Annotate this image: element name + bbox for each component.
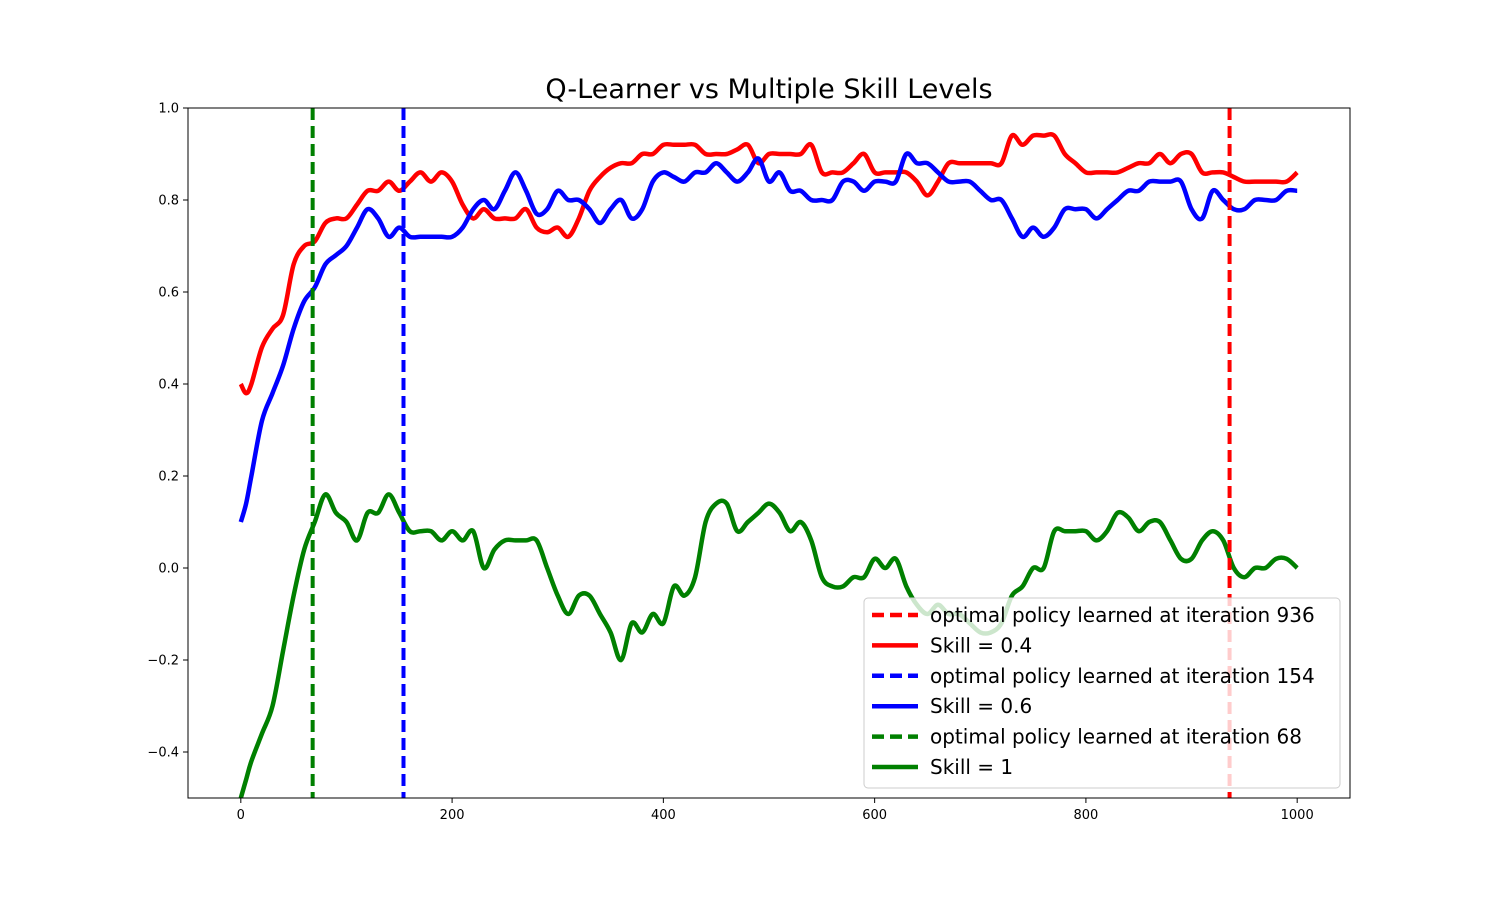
x-axis: 0 200 400 600 800 1000 [237, 798, 1314, 823]
legend-label: optimal policy learned at iteration 936 [930, 603, 1315, 627]
plot-area [238, 108, 1299, 798]
x-tick-label: 1000 [1281, 808, 1314, 823]
legend-label: Skill = 1 [930, 755, 1013, 779]
chart-title: Q-Learner vs Multiple Skill Levels [545, 74, 992, 105]
legend-label: optimal policy learned at iteration 68 [930, 725, 1302, 749]
x-tick-label: 0 [237, 808, 245, 823]
series-line-1 [238, 132, 1299, 396]
x-tick-label: 600 [862, 808, 887, 823]
y-tick-label: −0.4 [147, 746, 179, 761]
y-tick-label: −0.2 [147, 654, 179, 669]
legend: optimal policy learned at iteration 936 S… [863, 597, 1341, 789]
x-tick-label: 800 [1073, 808, 1098, 823]
legend-box [863, 597, 1341, 789]
y-tick-label: 0.6 [158, 286, 179, 301]
legend-label: Skill = 0.6 [930, 694, 1032, 718]
y-axis: −0.4 −0.2 0.0 0.2 0.4 0.6 0.8 1.0 [147, 102, 188, 761]
legend-label: Skill = 0.4 [930, 633, 1032, 657]
x-tick-label: 200 [440, 808, 465, 823]
y-tick-label: 0.4 [158, 378, 179, 393]
y-tick-label: 0.8 [158, 194, 179, 209]
series-layer [238, 132, 1299, 798]
plot-frame [187, 107, 1351, 799]
y-tick-label: 0.0 [158, 562, 179, 577]
series-line-3 [238, 492, 1299, 798]
y-tick-label: 1.0 [158, 102, 179, 117]
series-line-2 [238, 151, 1298, 523]
legend-label: optimal policy learned at iteration 154 [930, 664, 1315, 688]
vlines-layer [310, 108, 1232, 798]
y-tick-label: 0.2 [158, 470, 179, 485]
x-tick-label: 400 [651, 808, 676, 823]
